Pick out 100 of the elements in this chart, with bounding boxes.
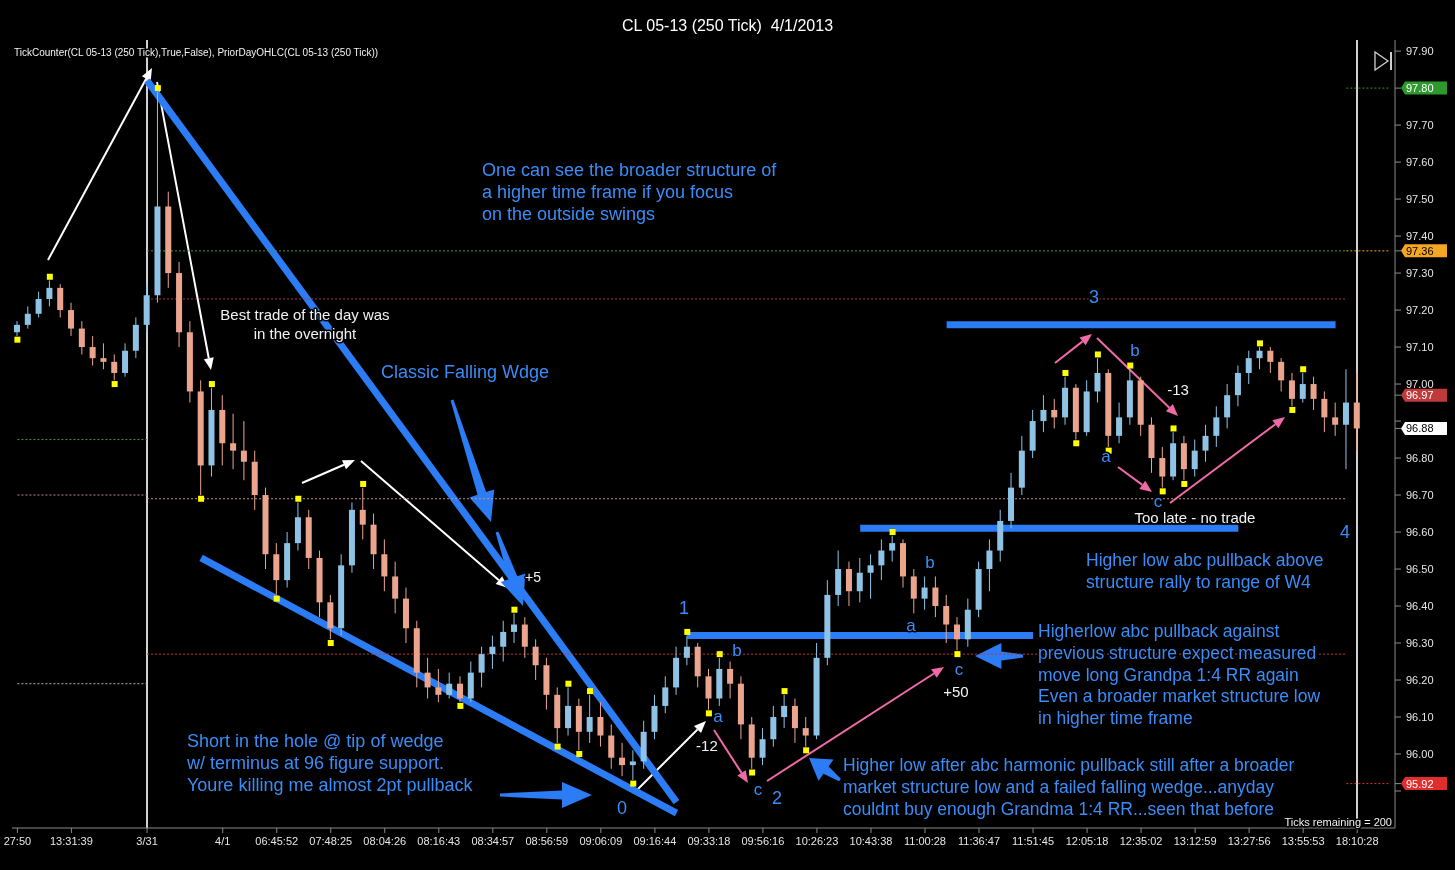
- annotation: Higher low after abc harmonic pullback still after a broader market structure low and a failed falling wedge...anyday couldnt buy enough Grandma 1:4 RR...seen that before: [843, 755, 1295, 819]
- y-tick-label: 97.80: [1406, 81, 1434, 94]
- x-tick-label: 11:36:47: [958, 835, 1001, 847]
- point: [1289, 406, 1296, 413]
- y-tick-label: 95.92: [1406, 777, 1434, 790]
- candlestick: [57, 283, 64, 318]
- x-tick-label: 08:04:26: [363, 835, 407, 847]
- y-tick-label: 96.00: [1406, 747, 1434, 760]
- candlestick: [705, 668, 712, 711]
- candlestick: [489, 635, 496, 670]
- candlestick: [683, 635, 690, 666]
- y-tick-label: 97.50: [1406, 192, 1434, 205]
- point: [1062, 369, 1069, 376]
- annotation: +5: [525, 569, 542, 585]
- annotation: 0: [616, 798, 628, 818]
- candlestick: [122, 342, 129, 378]
- y-tick-label: 97.00: [1406, 377, 1434, 390]
- candlestick: [1051, 398, 1058, 429]
- point: [684, 628, 691, 635]
- x-tick-label: 08:34:57: [471, 835, 515, 847]
- candlestick: [1310, 376, 1317, 411]
- x-tick-label: 09:06:09: [579, 835, 623, 847]
- candlestick: [608, 723, 615, 770]
- annotation: 2: [771, 788, 783, 808]
- x-tick-label: 06:45:52: [255, 835, 299, 847]
- annotation: b: [1130, 341, 1140, 360]
- candlestick: [381, 538, 388, 592]
- chart-title: CL 05-13 (250 Tick) 4/1/2013: [621, 17, 834, 35]
- candlestick: [845, 561, 852, 607]
- candlestick: [456, 675, 463, 703]
- candlestick: [521, 616, 528, 659]
- point: [14, 336, 21, 343]
- x-tick-label: 09:33:18: [687, 835, 731, 847]
- candlestick: [478, 646, 485, 688]
- candlestick: [1332, 402, 1339, 437]
- y-tick-label: 96.88: [1406, 422, 1434, 435]
- candlestick: [867, 553, 874, 600]
- y-tick-label: 96.10: [1406, 710, 1434, 723]
- candlestick: [878, 538, 885, 581]
- point: [295, 495, 302, 502]
- annotation: -12: [696, 737, 718, 755]
- candlestick: [802, 716, 809, 748]
- point: [803, 747, 810, 754]
- candlestick: [932, 575, 939, 618]
- point: [587, 688, 594, 695]
- point: [1073, 440, 1080, 447]
- annotation: b: [732, 641, 742, 660]
- candlestick: [1267, 346, 1274, 374]
- annotation: One can see the broader structure of a higher time frame if you focus on the outside swings: [482, 160, 778, 224]
- candlestick: [921, 575, 928, 611]
- candlestick: [1159, 446, 1166, 489]
- point: [273, 595, 280, 602]
- candlestick: [359, 487, 366, 540]
- candlestick: [1299, 372, 1306, 404]
- x-tick-label: 11:51:45: [1012, 835, 1055, 847]
- annotation: -13: [1167, 381, 1189, 398]
- y-tick-label: 97.30: [1406, 266, 1434, 279]
- annotation: 1: [678, 598, 690, 618]
- y-tick-label: 97.40: [1406, 229, 1434, 242]
- y-tick-label: 97.60: [1406, 155, 1434, 168]
- candlestick: [240, 420, 247, 481]
- annotation: +50: [943, 683, 969, 700]
- point: [1256, 340, 1263, 347]
- candlestick: [943, 594, 950, 644]
- x-tick-label: 10:26:23: [795, 835, 839, 847]
- candlestick: [856, 557, 863, 603]
- candlestick: [1191, 439, 1198, 478]
- x-tick-label: 09:56:16: [741, 835, 785, 847]
- point: [1300, 366, 1307, 373]
- candlestick: [500, 620, 507, 663]
- y-tick-label: 96.60: [1406, 525, 1434, 538]
- candlestick: [14, 320, 20, 337]
- annotation: Higherlow abc pullback against previous structure expect measured move long Grandpa 1:4 RR again Even a broader market structure low in higher time frame: [1038, 621, 1321, 729]
- x-tick-label: 13:12:59: [1173, 835, 1217, 847]
- candlestick: [1245, 350, 1252, 385]
- candlestick: [619, 742, 626, 777]
- candlestick: [597, 701, 604, 748]
- point: [565, 680, 572, 687]
- candlestick: [532, 638, 539, 681]
- candlestick: [1224, 383, 1231, 429]
- point: [360, 480, 367, 487]
- annotation: c: [753, 780, 763, 799]
- y-tick-label: 97.36: [1406, 244, 1434, 257]
- point: [554, 743, 561, 750]
- candlestick: [586, 694, 593, 744]
- candlestick: [565, 686, 572, 737]
- candlestick: [791, 698, 798, 744]
- x-tick-label: 18:10:28: [1335, 835, 1379, 847]
- candlestick: [954, 616, 961, 651]
- annotation: c: [1153, 492, 1163, 511]
- candlestick: [230, 413, 237, 470]
- candlestick: [78, 320, 85, 355]
- x-tick-label: 13:55:53: [1281, 835, 1325, 847]
- annotation: Higher low abc pullback above structure rally to range of W4: [1086, 550, 1324, 592]
- candlestick: [111, 353, 118, 381]
- annotation: Short in the hole @ tip of wedge w/ terminus at 96 figure support. Youre killing me almost 2pt pullback: [186, 731, 474, 795]
- y-tick-label: 96.80: [1406, 451, 1434, 464]
- point: [716, 651, 723, 658]
- annotation: Too late - no trade: [1134, 509, 1256, 526]
- point: [705, 710, 712, 717]
